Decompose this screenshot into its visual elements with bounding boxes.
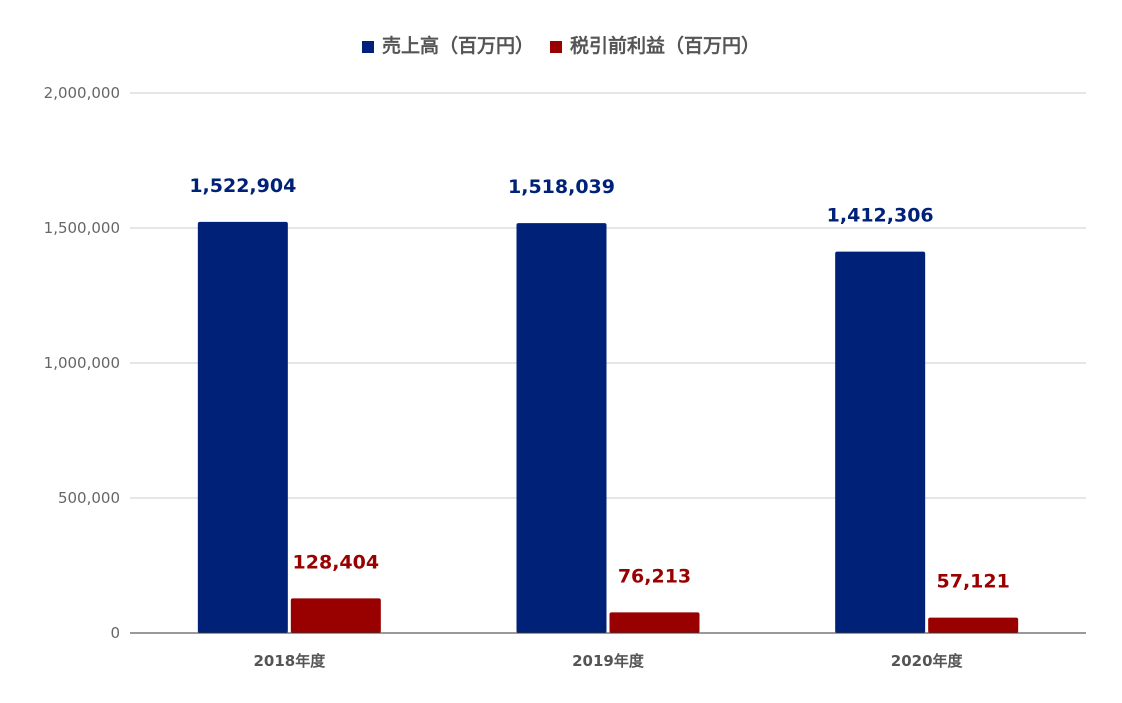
y-tick-label: 2,000,000 bbox=[44, 84, 120, 102]
legend-swatch bbox=[550, 41, 562, 53]
bar bbox=[516, 223, 607, 634]
bar bbox=[609, 612, 700, 633]
data-label: 57,121 bbox=[937, 571, 1010, 593]
data-label: 128,404 bbox=[293, 551, 380, 573]
bar bbox=[290, 598, 381, 633]
x-axis: 2018年度 2019年度 2020年度 bbox=[130, 632, 1086, 670]
y-tick-label: 0 bbox=[110, 624, 120, 642]
legend-label: 税引前利益（百万円） bbox=[570, 34, 760, 57]
legend: 売上高（百万円） 税引前利益（百万円） bbox=[361, 34, 760, 57]
legend-swatch bbox=[361, 41, 374, 53]
data-label: 1,412,306 bbox=[827, 205, 934, 227]
data-label: 1,522,904 bbox=[189, 175, 296, 197]
data-label: 76,213 bbox=[618, 565, 691, 587]
bar bbox=[928, 617, 1019, 633]
bar bbox=[197, 221, 288, 633]
data-labels: 1,522,904 128,404 1,518,039 76,213 1,412,306… bbox=[189, 175, 1009, 593]
data-label: 1,518,039 bbox=[508, 176, 615, 198]
bars bbox=[197, 221, 1019, 634]
x-tick-label: 2019年度 bbox=[572, 652, 645, 670]
y-tick-label: 1,000,000 bbox=[44, 354, 120, 372]
grid-lines bbox=[130, 92, 1086, 499]
legend-label: 売上高（百万円） bbox=[382, 34, 534, 57]
y-axis: 0 500,000 1,000,000 1,500,000 2,000,000 bbox=[44, 84, 120, 642]
x-tick-label: 2018年度 bbox=[253, 652, 326, 670]
x-tick-label: 2020年度 bbox=[891, 652, 964, 670]
legend-item: 税引前利益（百万円） bbox=[550, 34, 760, 57]
legend-item: 売上高（百万円） bbox=[361, 34, 534, 57]
bar bbox=[835, 251, 926, 634]
y-tick-label: 1,500,000 bbox=[44, 219, 120, 237]
y-tick-label: 500,000 bbox=[58, 489, 120, 507]
